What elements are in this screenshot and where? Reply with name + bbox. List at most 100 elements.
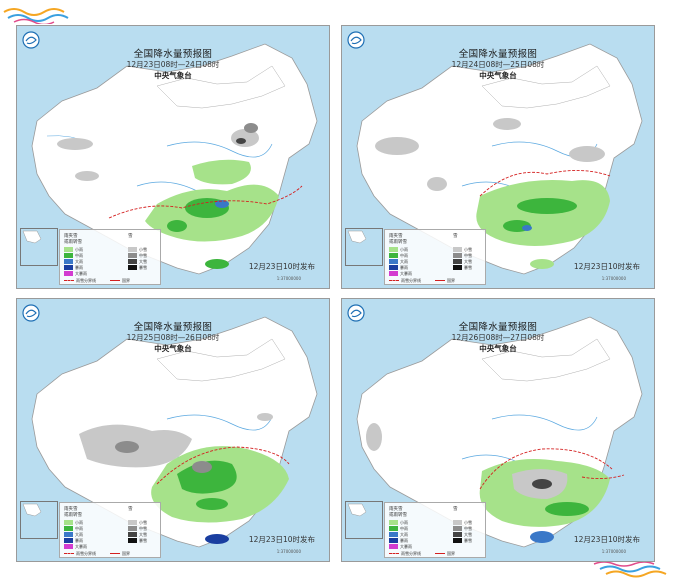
swatch-heavy-snow bbox=[128, 532, 137, 537]
legend-heavy-snow: 大雪 bbox=[464, 532, 472, 537]
legend-snow-header: 雪 bbox=[453, 507, 458, 512]
legend-rain-sub: 或雨转雪 bbox=[389, 513, 407, 518]
swatch-moderate-rain bbox=[389, 253, 398, 258]
swatch-blizzard bbox=[453, 538, 462, 543]
legend-freezing-label: 雨雪分界线 bbox=[401, 278, 421, 283]
legend-freezing-line bbox=[64, 553, 74, 554]
swatch-light-rain bbox=[389, 247, 398, 252]
swatch-storm-rain bbox=[64, 538, 73, 543]
legend-heavy-snow: 大雪 bbox=[139, 259, 147, 264]
legend-heavy-rain: 大雨 bbox=[400, 259, 408, 264]
china-map bbox=[356, 43, 643, 275]
swatch-blizzard bbox=[128, 265, 137, 270]
legend-extreme-rain: 大暴雨 bbox=[75, 544, 87, 549]
legend-blizzard: 暴雪 bbox=[139, 265, 147, 270]
swatch-moderate-snow bbox=[128, 253, 137, 258]
legend-light-snow: 小雪 bbox=[139, 520, 147, 525]
issued-time: 12月23日10时发布 bbox=[573, 535, 640, 544]
swatch-moderate-snow bbox=[128, 526, 137, 531]
legend-rain-header: 雨夹雪 bbox=[64, 234, 78, 239]
legend-storm-rain: 暴雨 bbox=[75, 265, 83, 270]
precipitation-legend: 雨夹雪 或雨转雪 雪 小雨 中雨 大雨 暴雨 大暴雨 小雪 中雪 大雪 暴雪 雨… bbox=[384, 502, 486, 558]
legend-light-snow: 小雪 bbox=[139, 247, 147, 252]
legend-border-line bbox=[110, 553, 120, 554]
issuing-agency: 中央气象台 bbox=[479, 344, 517, 353]
china-map bbox=[31, 43, 318, 275]
legend-rain-header: 雨夹雪 bbox=[389, 234, 403, 239]
south-china-sea-inset bbox=[20, 228, 58, 266]
legend-light-rain: 小雨 bbox=[75, 520, 83, 525]
swatch-moderate-rain bbox=[64, 526, 73, 531]
legend-heavy-rain: 大雨 bbox=[400, 532, 408, 537]
legend-rain-sub: 或雨转雪 bbox=[64, 513, 82, 518]
issuing-agency: 中央气象台 bbox=[479, 71, 517, 80]
china-map bbox=[31, 316, 318, 548]
map-scale: 1:37000000 bbox=[276, 549, 301, 554]
legend-border-label: 国界 bbox=[447, 278, 455, 283]
swatch-light-snow bbox=[128, 247, 137, 252]
forecast-map-day-2: 全国降水量预报图 12月24日08时—25日08时 中央气象台 雨夹雪 或雨转雪… bbox=[341, 25, 655, 289]
swatch-storm-rain bbox=[389, 265, 398, 270]
cma-logo bbox=[22, 304, 40, 322]
swatch-storm-rain bbox=[389, 538, 398, 543]
legend-extreme-rain: 大暴雨 bbox=[400, 271, 412, 276]
legend-snow-header: 雪 bbox=[128, 507, 133, 512]
legend-freezing-label: 雨雪分界线 bbox=[76, 551, 96, 556]
map-scale: 1:37000000 bbox=[276, 276, 301, 281]
issued-time: 12月23日10时发布 bbox=[248, 262, 315, 271]
swatch-light-rain bbox=[64, 520, 73, 525]
map-title: 全国降水量预报图 bbox=[458, 322, 538, 333]
legend-moderate-rain: 中雨 bbox=[400, 253, 408, 258]
legend-border-label: 国界 bbox=[122, 278, 130, 283]
legend-rain-sub: 或雨转雪 bbox=[64, 240, 82, 245]
swatch-heavy-rain bbox=[64, 259, 73, 264]
forecast-period: 12月25日08时—26日08时 bbox=[126, 333, 220, 342]
legend-border-label: 国界 bbox=[447, 551, 455, 556]
swatch-storm-rain bbox=[64, 265, 73, 270]
south-china-sea-inset bbox=[20, 501, 58, 539]
issuing-agency: 中央气象台 bbox=[154, 344, 192, 353]
legend-heavy-rain: 大雨 bbox=[75, 259, 83, 264]
map-title: 全国降水量预报图 bbox=[133, 49, 213, 60]
legend-storm-rain: 暴雨 bbox=[400, 265, 408, 270]
legend-snow-header: 雪 bbox=[453, 234, 458, 239]
map-title: 全国降水量预报图 bbox=[133, 322, 213, 333]
swatch-light-rain bbox=[64, 247, 73, 252]
legend-moderate-snow: 中雪 bbox=[139, 253, 147, 258]
legend-freezing-line bbox=[389, 280, 399, 281]
map-scale: 1:37000000 bbox=[601, 276, 626, 281]
swatch-moderate-snow bbox=[453, 253, 462, 258]
precipitation-legend: 雨夹雪 或雨转雪 雪 小雨 中雨 大雨 暴雨 大暴雨 小雪 中雪 大雪 暴雪 雨… bbox=[384, 229, 486, 285]
forecast-map-day-4: 全国降水量预报图 12月26日08时—27日08时 中央气象台 雨夹雪 或雨转雪… bbox=[341, 298, 655, 562]
legend-heavy-snow: 大雪 bbox=[464, 259, 472, 264]
swatch-extreme-rain bbox=[389, 271, 398, 276]
legend-rain-header: 雨夹雪 bbox=[64, 507, 78, 512]
legend-moderate-snow: 中雪 bbox=[139, 526, 147, 531]
legend-light-rain: 小雨 bbox=[400, 247, 408, 252]
legend-rain-sub: 或雨转雪 bbox=[389, 240, 407, 245]
legend-border-line bbox=[110, 280, 120, 281]
legend-storm-rain: 暴雨 bbox=[75, 538, 83, 543]
legend-border-label: 国界 bbox=[122, 551, 130, 556]
precipitation-legend: 雨夹雪 或雨转雪 雪 小雨 中雨 大雨 暴雨 大暴雨 小雪 中雪 大雪 暴雪 雨… bbox=[59, 229, 161, 285]
legend-freezing-label: 雨雪分界线 bbox=[401, 551, 421, 556]
swatch-extreme-rain bbox=[64, 271, 73, 276]
swatch-heavy-rain bbox=[389, 259, 398, 264]
swatch-light-snow bbox=[453, 520, 462, 525]
legend-rain-header: 雨夹雪 bbox=[389, 507, 403, 512]
legend-extreme-rain: 大暴雨 bbox=[400, 544, 412, 549]
swatch-blizzard bbox=[453, 265, 462, 270]
swatch-moderate-rain bbox=[389, 526, 398, 531]
map-scale: 1:37000000 bbox=[601, 549, 626, 554]
swatch-blizzard bbox=[128, 538, 137, 543]
swatch-heavy-snow bbox=[453, 259, 462, 264]
issued-time: 12月23日10时发布 bbox=[248, 535, 315, 544]
legend-snow-header: 雪 bbox=[128, 234, 133, 239]
legend-blizzard: 暴雪 bbox=[139, 538, 147, 543]
swatch-light-snow bbox=[453, 247, 462, 252]
legend-storm-rain: 暴雨 bbox=[400, 538, 408, 543]
decor-wave-bottom bbox=[593, 561, 667, 578]
legend-moderate-snow: 中雪 bbox=[464, 253, 472, 258]
swatch-heavy-rain bbox=[389, 532, 398, 537]
issued-time: 12月23日10时发布 bbox=[573, 262, 640, 271]
